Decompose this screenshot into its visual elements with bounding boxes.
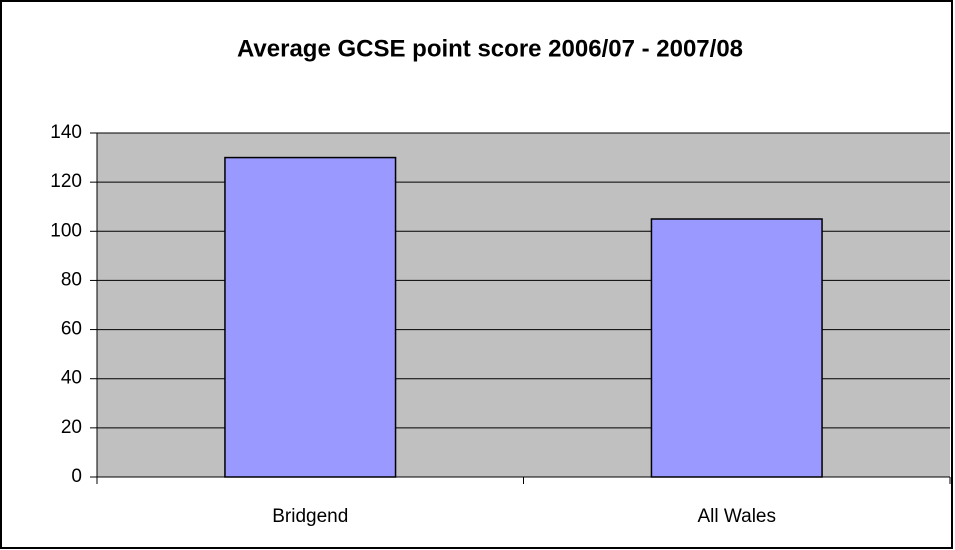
chart-title: Average GCSE point score 2006/07 - 2007/… <box>237 35 743 62</box>
y-tick-label: 100 <box>50 220 82 241</box>
y-tick-label: 20 <box>61 417 82 438</box>
y-tick-label: 120 <box>50 171 82 192</box>
y-tick-label: 80 <box>61 269 82 290</box>
bar <box>650 218 823 478</box>
x-tick-label: All Wales <box>698 506 776 527</box>
x-tick-label: Bridgend <box>272 506 348 527</box>
y-tick-label: 0 <box>71 466 82 487</box>
y-tick-label: 140 <box>50 122 82 143</box>
y-tick-label: 40 <box>61 368 82 389</box>
y-tick-label: 60 <box>61 319 82 340</box>
bar <box>224 156 397 478</box>
